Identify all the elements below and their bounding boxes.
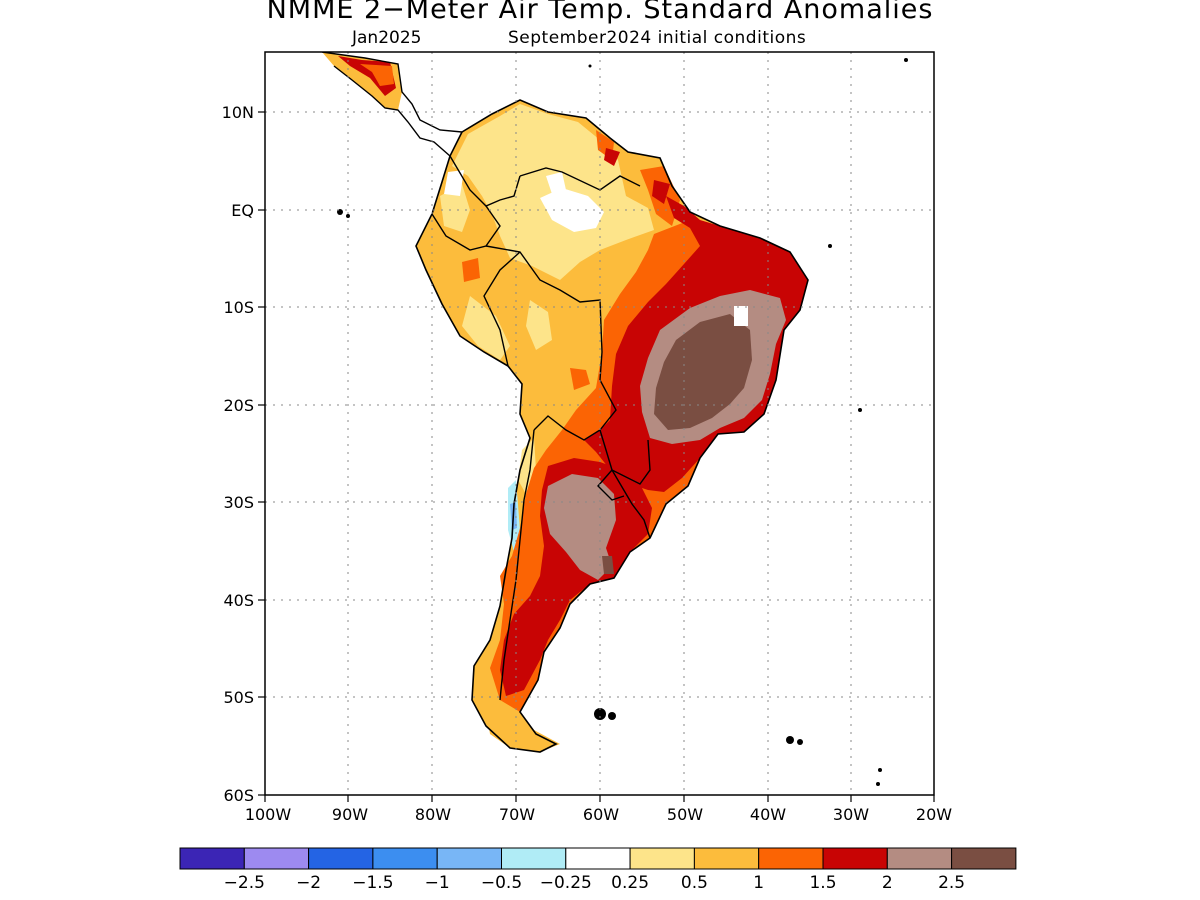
lon-label: 100W <box>245 805 292 824</box>
lat-label: EQ <box>231 201 254 220</box>
initial-conditions-label: September2024 initial conditions <box>508 28 807 48</box>
colorbar-swatch <box>179 847 245 870</box>
neutral-anomaly-venezuela <box>546 172 566 194</box>
lon-tick-labels: 100W 90W 80W 70W 60W 50W 40W 30W 20W <box>245 805 952 824</box>
colorbar-swatch <box>629 847 695 870</box>
yellow-anomaly-peru <box>462 296 510 360</box>
lon-label: 80W <box>415 805 451 824</box>
central-america-coast-south <box>333 65 451 157</box>
colorbar-label: −0.5 <box>481 873 522 893</box>
lat-label: 20S <box>223 396 254 415</box>
extreme-anomaly-brazil <box>654 314 752 430</box>
country-borders <box>431 155 651 701</box>
colorbar-swatch <box>822 847 888 870</box>
lat-label: 40S <box>223 591 254 610</box>
map-content <box>321 52 908 786</box>
colorbar-label: 1 <box>753 873 764 893</box>
colorbar-label: 0.25 <box>611 873 649 893</box>
colorbar-label: 1.5 <box>809 873 836 893</box>
islands <box>337 58 908 786</box>
red-anomaly-guiana <box>604 148 620 166</box>
colorbar-label: 0.5 <box>681 873 708 893</box>
colorbar: −2.5 −2 −1.5 −1 −0.5 −0.25 0.25 0.5 1 1.5 2 2.5 <box>179 847 1017 893</box>
lon-label: 30W <box>833 805 869 824</box>
orange-anomaly-ecuador <box>462 258 480 282</box>
colorbar-label: −1.5 <box>352 873 393 893</box>
colorbar-swatch <box>886 847 953 870</box>
lat-label: 50S <box>223 688 254 707</box>
colorbar-swatch <box>372 847 438 870</box>
missing-data-cell <box>734 306 748 326</box>
lat-tick-marks <box>258 111 265 796</box>
lon-label: 60W <box>583 805 619 824</box>
lon-label: 90W <box>332 805 368 824</box>
lat-label: 30S <box>223 493 254 512</box>
tierra-del-fuego <box>486 710 560 752</box>
colorbar-label: −2 <box>296 873 321 893</box>
colorbar-swatch <box>565 847 631 870</box>
colorbar-label: 2 <box>882 873 893 893</box>
lat-tick-labels: 10N EQ 10S 20S 30S 40S 50S 60S <box>222 103 254 805</box>
central-america-coast <box>321 52 463 133</box>
colorbar-label: −0.25 <box>540 873 592 893</box>
colorbar-label: −2.5 <box>224 873 265 893</box>
lon-label: 40W <box>750 805 786 824</box>
coastline <box>415 99 809 753</box>
colorbar-swatch <box>436 847 503 870</box>
lat-label: 10N <box>222 103 254 122</box>
lat-label: 60S <box>223 786 254 805</box>
colorbar-swatch <box>308 847 374 870</box>
colorbar-swatch <box>693 847 760 870</box>
high-anomaly-argentina <box>544 474 616 580</box>
colorbar-label: −1 <box>425 873 450 893</box>
central-america-orange <box>360 64 394 86</box>
yellow-anomaly-bolivia <box>526 300 552 350</box>
colorbar-swatch <box>501 847 567 870</box>
lat-label: 10S <box>223 298 254 317</box>
lon-label: 50W <box>667 805 703 824</box>
map-title: NMME 2−Meter Air Temp. Standard Anomalie… <box>266 0 934 25</box>
colorbar-swatch <box>758 847 824 870</box>
lon-label: 20W <box>916 805 952 824</box>
extreme-anomaly-argentina <box>602 556 614 574</box>
colorbar-swatch <box>243 847 310 870</box>
lon-tick-marks <box>264 795 935 802</box>
colorbar-swatch <box>951 847 1017 870</box>
yellow-anomaly-colombia <box>440 184 470 232</box>
neutral-anomaly-amazon <box>540 188 604 232</box>
neutral-anomaly-colombia <box>444 170 464 196</box>
orange-anomaly-bolivia <box>570 368 590 390</box>
lon-label: 70W <box>499 805 535 824</box>
forecast-month: Jan2025 <box>352 28 422 48</box>
colorbar-label: 2.5 <box>938 873 965 893</box>
red-anomaly-suriname <box>652 180 670 204</box>
